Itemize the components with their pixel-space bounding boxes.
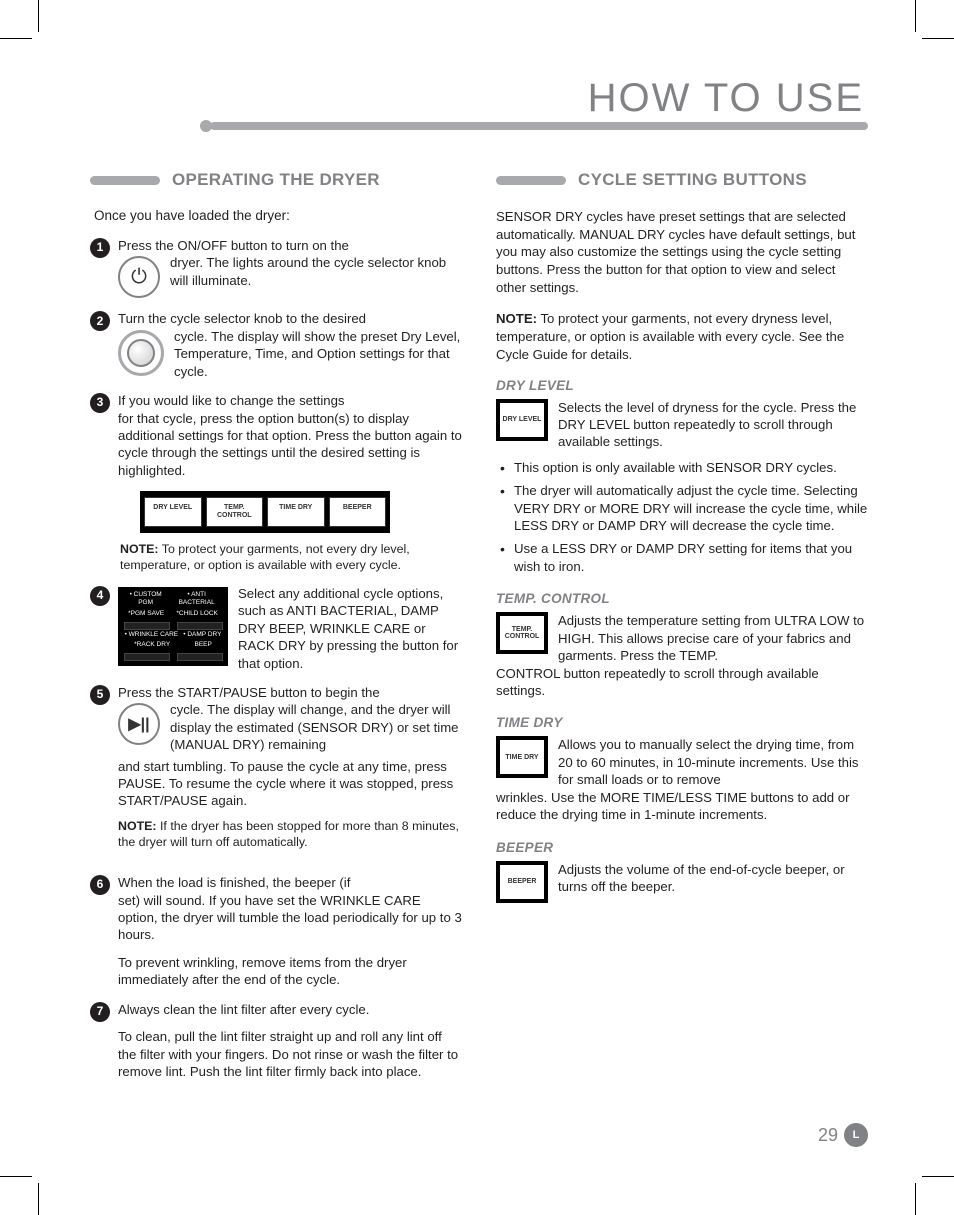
step-number-badge: 2 bbox=[90, 311, 110, 331]
step-lead: Press the ON/OFF button to turn on the bbox=[118, 237, 462, 254]
sub-heading: TIME DRY bbox=[496, 715, 868, 730]
left-column: OPERATING THE DRYER Once you have loaded… bbox=[90, 170, 462, 1092]
heading-text: CYCLE SETTING BUTTONS bbox=[578, 170, 807, 190]
options-panel-icon: • CUSTOM PGM • ANTI BACTERIAL *PGM SAVE … bbox=[118, 587, 228, 666]
step-6: 6 When the load is finished, the beeper … bbox=[90, 874, 462, 989]
step-5: 5 Press the START/PAUSE button to begin … bbox=[90, 684, 462, 862]
step-after: To prevent wrinkling, remove items from … bbox=[118, 954, 462, 989]
beeper-button-graphic: BEEPER bbox=[496, 861, 548, 903]
setting-text: Adjusts the temperature setting from ULT… bbox=[558, 612, 868, 664]
page-number: 29 bbox=[818, 1125, 838, 1146]
button-row-graphic: DRY LEVEL TEMP. CONTROL TIME DRY BEEPER bbox=[140, 491, 390, 532]
setting-temp-control: TEMP. CONTROL TEMP. CONTROL Adjusts the … bbox=[496, 591, 868, 699]
crop-mark bbox=[38, 1183, 39, 1215]
heading-bar bbox=[90, 176, 160, 185]
page-title: HOW TO USE bbox=[588, 76, 864, 121]
setting-time-dry: TIME DRY TIME DRY Allows you to manually… bbox=[496, 715, 868, 823]
setting-continue: wrinkles. Use the MORE TIME/LESS TIME bu… bbox=[496, 789, 868, 824]
crop-mark bbox=[38, 0, 39, 32]
step-number-badge: 7 bbox=[90, 1002, 110, 1022]
temp-control-button-graphic: TEMP. CONTROL bbox=[496, 612, 548, 654]
heading-bar bbox=[496, 176, 566, 185]
step-number-badge: 3 bbox=[90, 393, 110, 413]
crop-mark bbox=[0, 38, 32, 39]
step-cont: cycle. The display will show the preset … bbox=[174, 328, 462, 380]
step-7: 7 Always clean the lint filter after eve… bbox=[90, 1001, 462, 1081]
note-step3: NOTE: To protect your garments, not ever… bbox=[120, 541, 462, 573]
setting-continue: CONTROL button repeatedly to scroll thro… bbox=[496, 665, 868, 700]
bullet-item: Use a LESS DRY or DAMP DRY setting for i… bbox=[500, 540, 868, 575]
page-footer: 29 L bbox=[818, 1123, 868, 1147]
step-number-badge: 4 bbox=[90, 586, 110, 606]
knob-icon bbox=[118, 330, 164, 376]
step-number-badge: 6 bbox=[90, 875, 110, 895]
title-rule bbox=[210, 122, 868, 130]
step-lead: Press the START/PAUSE button to begin th… bbox=[118, 684, 462, 701]
crop-mark bbox=[915, 1183, 916, 1215]
setting-text: Adjusts the volume of the end-of-cycle b… bbox=[558, 861, 868, 896]
step-2: 2 Turn the cycle selector knob to the de… bbox=[90, 310, 462, 380]
step-number-badge: 5 bbox=[90, 685, 110, 705]
section-heading-operating: OPERATING THE DRYER bbox=[90, 170, 462, 190]
step-3: 3 If you would like to change the settin… bbox=[90, 392, 462, 479]
sub-heading: BEEPER bbox=[496, 840, 868, 855]
bullet-list: This option is only available with SENSO… bbox=[500, 459, 868, 576]
step-lead: If you would like to change the settings bbox=[118, 392, 462, 409]
crop-mark bbox=[0, 1176, 32, 1177]
section-heading-cycle: CYCLE SETTING BUTTONS bbox=[496, 170, 868, 190]
sub-heading: TEMP. CONTROL bbox=[496, 591, 868, 606]
step-4: 4 • CUSTOM PGM • ANTI BACTERIAL *PGM SAV… bbox=[90, 585, 462, 672]
step-cont: for that cycle, press the option button(… bbox=[118, 410, 462, 480]
crop-mark bbox=[922, 1176, 954, 1177]
setting-beeper: BEEPER BEEPER Adjusts the volume of the … bbox=[496, 840, 868, 903]
dry-level-button-graphic: DRY LEVEL bbox=[144, 497, 202, 526]
note-step5: NOTE: If the dryer has been stopped for … bbox=[118, 818, 462, 850]
setting-text: Allows you to manually select the drying… bbox=[558, 736, 868, 788]
step-cont: dryer. The lights around the cycle selec… bbox=[170, 254, 462, 289]
temp-control-button-graphic: TEMP. CONTROL bbox=[206, 497, 264, 526]
step-lead: Turn the cycle selector knob to the desi… bbox=[118, 310, 462, 327]
lg-logo-icon: L bbox=[844, 1123, 868, 1147]
play-pause-icon: ▶|| bbox=[118, 703, 160, 745]
step-cont: cycle. The display will change, and the … bbox=[170, 701, 462, 753]
time-dry-button-graphic: TIME DRY bbox=[496, 736, 548, 778]
sub-heading: DRY LEVEL bbox=[496, 378, 868, 393]
step-after: and start tumbling. To pause the cycle a… bbox=[118, 758, 462, 810]
step-lead: Always clean the lint filter after every… bbox=[118, 1001, 462, 1018]
intro-paragraph: SENSOR DRY cycles have preset settings t… bbox=[496, 208, 868, 296]
setting-dry-level: DRY LEVEL DRY LEVEL Selects the level of… bbox=[496, 378, 868, 576]
crop-mark bbox=[915, 0, 916, 32]
power-icon: ⏻ bbox=[118, 256, 160, 298]
step-number-badge: 1 bbox=[90, 238, 110, 258]
step-cont: Select any additional cycle options, suc… bbox=[238, 585, 462, 672]
bullet-item: This option is only available with SENSO… bbox=[500, 459, 868, 476]
step-lead: When the load is finished, the beeper (i… bbox=[118, 874, 462, 891]
heading-text: OPERATING THE DRYER bbox=[172, 170, 380, 190]
content-columns: OPERATING THE DRYER Once you have loaded… bbox=[90, 170, 868, 1092]
crop-mark bbox=[922, 38, 954, 39]
note-paragraph: NOTE: To protect your garments, not ever… bbox=[496, 310, 868, 363]
step-after: To clean, pull the lint filter straight … bbox=[118, 1028, 462, 1080]
dry-level-button-graphic: DRY LEVEL bbox=[496, 399, 548, 441]
time-dry-button-graphic: TIME DRY bbox=[267, 497, 325, 526]
beeper-button-graphic: BEEPER bbox=[329, 497, 387, 526]
step-cont: set) will sound. If you have set the WRI… bbox=[118, 892, 462, 944]
setting-text: Selects the level of dryness for the cyc… bbox=[558, 399, 868, 451]
step-1: 1 Press the ON/OFF button to turn on the… bbox=[90, 237, 462, 298]
intro-text: Once you have loaded the dryer: bbox=[94, 208, 462, 223]
bullet-item: The dryer will automatically adjust the … bbox=[500, 482, 868, 534]
right-column: CYCLE SETTING BUTTONS SENSOR DRY cycles … bbox=[496, 170, 868, 1092]
